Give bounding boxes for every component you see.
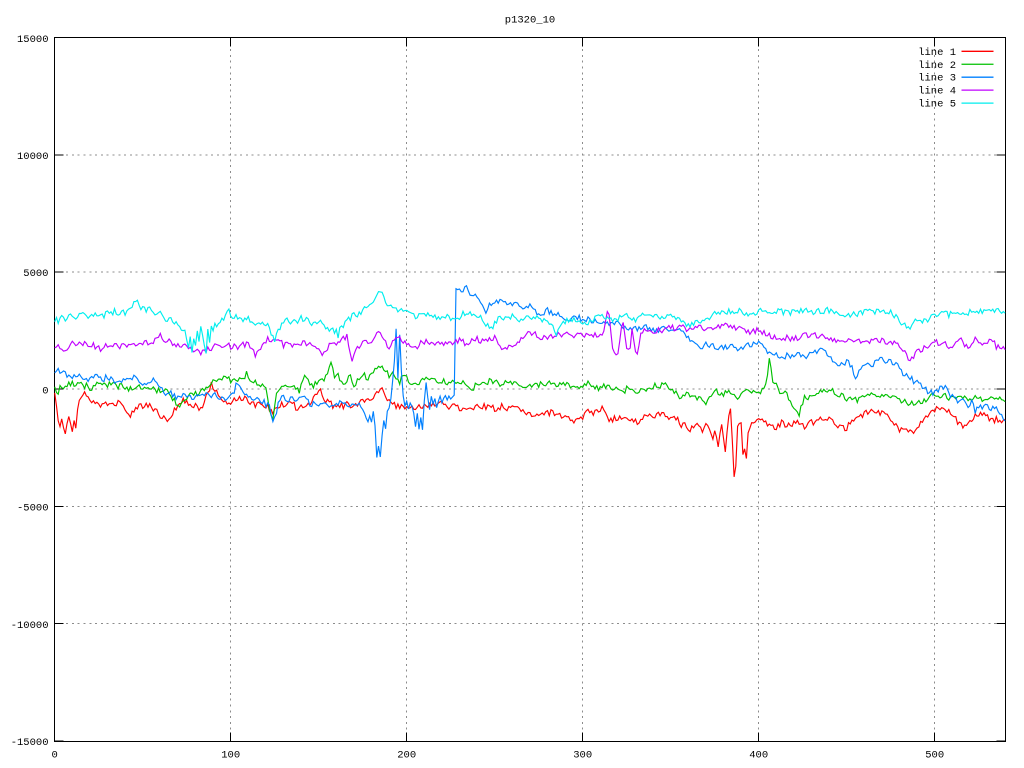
svg-text:-10000: -10000 [11,620,49,632]
svg-text:400: 400 [749,750,768,762]
svg-text:500: 500 [925,750,944,762]
svg-text:0: 0 [52,750,58,762]
svg-text:-5000: -5000 [17,503,49,515]
svg-text:p1320_10: p1320_10 [505,15,555,27]
svg-text:line 2: line 2 [918,60,956,72]
svg-text:10000: 10000 [17,151,49,163]
svg-text:line 1: line 1 [918,47,956,59]
svg-text:5000: 5000 [23,268,48,280]
svg-text:-15000: -15000 [11,737,49,749]
svg-text:0: 0 [42,385,48,397]
svg-text:100: 100 [221,750,240,762]
svg-text:200: 200 [397,750,416,762]
svg-text:line 3: line 3 [918,73,956,85]
svg-text:15000: 15000 [17,34,49,46]
svg-text:line 4: line 4 [918,86,956,98]
svg-text:line 5: line 5 [918,99,956,111]
svg-text:300: 300 [573,750,592,762]
